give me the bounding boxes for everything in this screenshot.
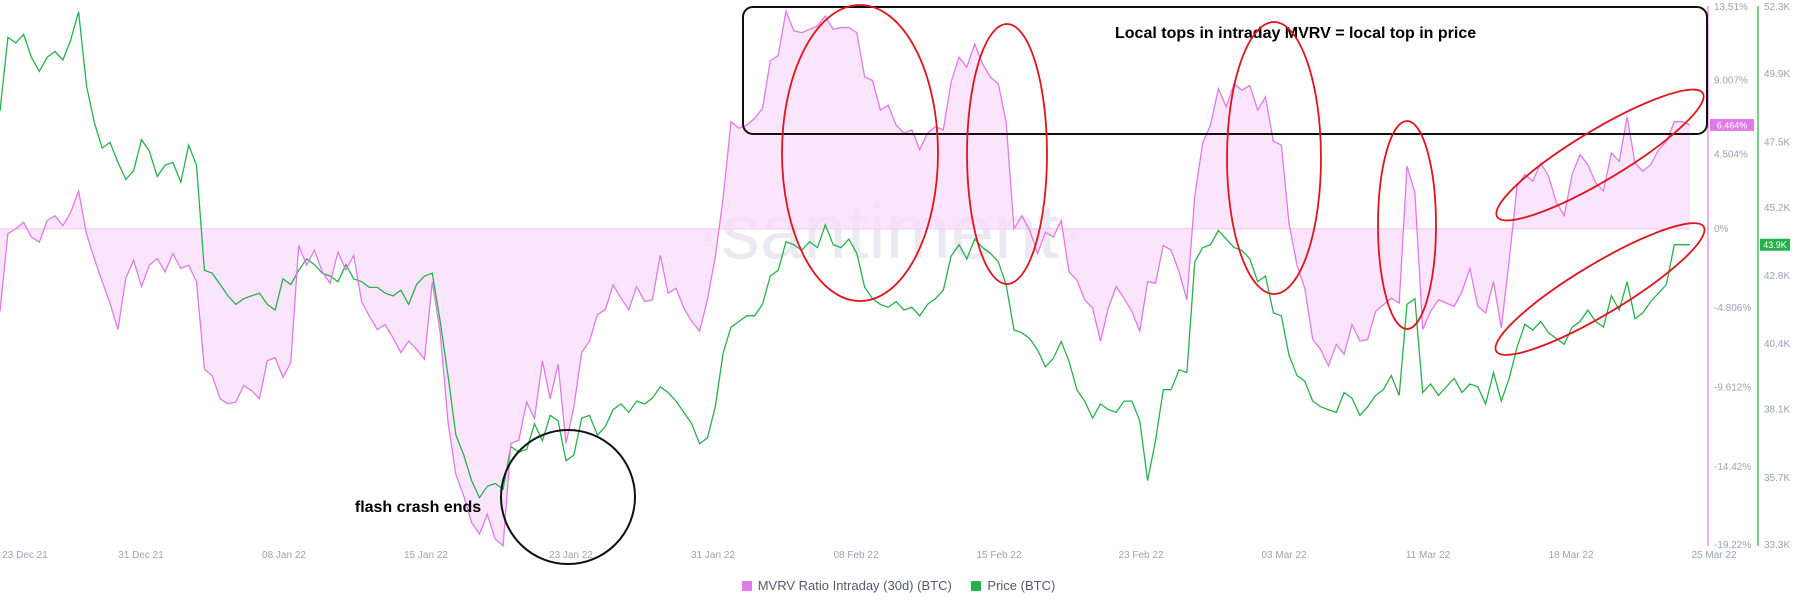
x-tick-label: 03 Mar 22 — [1261, 550, 1306, 561]
mvrv-tick-label: -9.612% — [1714, 382, 1751, 393]
mvrv-tick-label: 13.51% — [1714, 2, 1748, 13]
mvrv-tick-labels: 13.51% 9.007% 4.504% 0% -4.806% -9.612% -14.42… — [1714, 2, 1751, 551]
x-tick-labels: 23 Dec 21 31 Dec 21 08 Jan 22 15 Jan 22 23 J… — [2, 550, 1737, 561]
mvrv-tick-label: -19.22% — [1714, 540, 1751, 551]
price-tick-label: 38.1K — [1764, 405, 1790, 416]
price-tick-label: 49.9K — [1764, 69, 1790, 80]
price-tick-label: 40.4K — [1764, 339, 1790, 350]
legend-swatch-mvrv — [741, 580, 752, 591]
price-tick-labels: 52.3K 49.9K 47.5K 45.2K 42.8K 40.4K 38.1K 35.7K… — [1764, 2, 1790, 551]
price-series — [0, 11, 1690, 500]
mvrv-tick-label: -14.42% — [1714, 462, 1751, 473]
legend-label-mvrv: MVRV Ratio Intraday (30d) (BTC) — [757, 578, 952, 593]
mvrv-tick-label: -4.806% — [1714, 303, 1751, 314]
price-current-label: 43.9K — [1763, 240, 1787, 250]
price-tick-label: 35.7K — [1764, 473, 1790, 484]
price-tick-label: 52.3K — [1764, 2, 1790, 13]
mvrv-line — [0, 8, 1691, 548]
current-value-labels: 6.464% 43.9K — [1710, 118, 1790, 251]
highlight-oval-2 — [966, 23, 1048, 285]
mvrv-tick-label: 4.504% — [1714, 150, 1748, 161]
mvrv-tick-label: 9.007% — [1714, 75, 1748, 86]
x-tick-label: 31 Dec 21 — [118, 550, 164, 561]
highlight-oval-5 — [1495, 88, 1705, 222]
highlight-oval-6 — [1494, 222, 1706, 356]
x-tick-label: 23 Jan 22 — [549, 550, 593, 561]
legend-label-price: Price (BTC) — [987, 578, 1056, 593]
price-tick-label: 33.3K — [1764, 540, 1790, 551]
x-tick-label: 15 Feb 22 — [976, 550, 1021, 561]
x-tick-label: 08 Feb 22 — [833, 550, 878, 561]
annotation-box — [742, 6, 1708, 135]
annotation-box-title: Local tops in intraday MVRV = local top … — [1115, 25, 1476, 42]
mvrv-current-label: 6.464% — [1717, 120, 1748, 130]
price-current-badge — [1760, 238, 1790, 251]
x-tick-label: 25 Mar 22 — [1691, 550, 1736, 561]
price-tick-label: 47.5K — [1764, 137, 1790, 148]
mvrv-tick-label: 0% — [1714, 224, 1729, 235]
legend-item-mvrv[interactable]: MVRV Ratio Intraday (30d) (BTC) — [741, 578, 952, 593]
x-tick-label: 31 Jan 22 — [691, 550, 735, 561]
legend: MVRV Ratio Intraday (30d) (BTC) Price (B… — [0, 578, 1797, 594]
price-tick-label: 42.8K — [1764, 271, 1790, 282]
highlight-oval-3 — [1226, 21, 1322, 295]
x-tick-label: 23 Feb 22 — [1118, 550, 1163, 561]
mvrv-fill-area — [0, 11, 1690, 546]
price-line — [0, 11, 1690, 500]
flash-crash-circle — [500, 429, 636, 565]
x-tick-label: 18 Mar 22 — [1548, 550, 1593, 561]
x-tick-label: 23 Dec 21 — [2, 550, 48, 561]
x-tick-label: 08 Jan 22 — [262, 550, 306, 561]
x-tick-label: 15 Jan 22 — [404, 550, 448, 561]
legend-item-price[interactable]: Price (BTC) — [971, 578, 1055, 593]
mvrv-current-badge — [1710, 118, 1754, 131]
legend-swatch-price — [971, 580, 982, 591]
mvrv-area-path — [0, 11, 1690, 546]
flash-crash-label: flash crash ends — [355, 499, 481, 516]
highlight-oval-4 — [1377, 120, 1437, 330]
highlight-oval-1 — [781, 4, 939, 302]
mvrv-series — [0, 8, 1691, 548]
price-tick-label: 45.2K — [1764, 203, 1790, 214]
x-tick-label: 11 Mar 22 — [1406, 550, 1451, 561]
